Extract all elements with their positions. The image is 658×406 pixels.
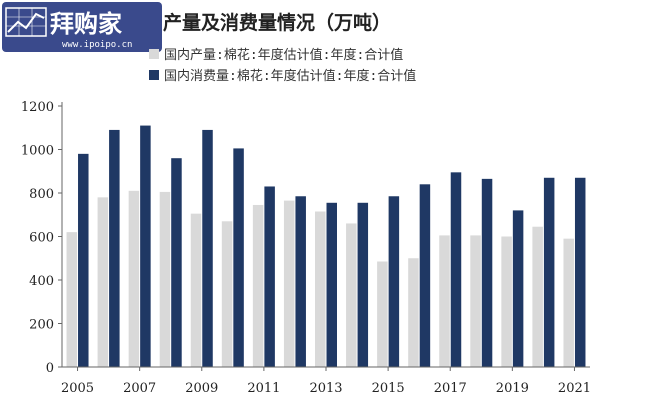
bar-consumption-2019	[512, 210, 524, 367]
bar-production-2006	[97, 197, 109, 367]
bar-production-2017	[439, 235, 450, 367]
bars	[66, 125, 586, 367]
watermark-site: www.ipoipo.cn	[62, 40, 132, 50]
y-tick-label: 800	[29, 187, 54, 202]
bar-production-2020	[532, 226, 543, 367]
chart-logo-icon	[5, 7, 47, 37]
x-tick-label: 2021	[558, 381, 591, 396]
bar-consumption-2012	[295, 196, 306, 367]
x-tick-label: 2011	[247, 381, 280, 396]
bar-production-2009	[190, 213, 202, 367]
legend: 国内产量:棉花:年度估计值:年度:合计值 国内消费量:棉花:年度估计值:年度:合…	[149, 47, 416, 84]
bar-consumption-2013	[326, 202, 337, 367]
legend-swatch-production	[149, 49, 159, 59]
y-tick-label: 600	[29, 231, 54, 246]
watermark-logo-background	[2, 2, 162, 52]
bar-consumption-2015	[388, 196, 400, 367]
y-axis: 0 200 400 600 800 1000 1200	[21, 100, 63, 376]
x-tick-label: 2019	[496, 381, 529, 396]
bar-consumption-2009	[202, 129, 213, 367]
watermark-brand: 拜购家	[50, 10, 122, 38]
bar-consumption-2008	[171, 158, 182, 367]
bar-production-2013	[315, 211, 326, 367]
bar-consumption-2007	[140, 125, 151, 367]
bar-consumption-2014	[357, 202, 369, 367]
x-tick-label: 2007	[123, 381, 156, 396]
bar-consumption-2020	[543, 177, 555, 367]
bar-production-2010	[221, 221, 233, 367]
y-tick-label: 200	[29, 318, 54, 333]
bar-consumption-2017	[450, 172, 462, 367]
bar-consumption-2018	[481, 178, 493, 367]
bar-production-2021	[563, 238, 574, 367]
bar-consumption-2005	[78, 153, 89, 367]
bar-production-2015	[377, 261, 388, 367]
legend-swatch-consumption	[149, 70, 159, 80]
x-axis: 2005 2007 2009 2011 2013 2015 2017 2019 2021	[61, 366, 591, 396]
y-tick-label: 400	[29, 274, 54, 289]
bar-production-2019	[501, 236, 512, 367]
bar-production-2012	[283, 200, 295, 367]
watermark-logo: 拜购家 www.ipoipo.cn	[2, 2, 162, 52]
bar-production-2011	[252, 204, 264, 367]
bar-consumption-2016	[419, 184, 431, 367]
y-tick-label: 1200	[21, 100, 54, 115]
bar-consumption-2010	[233, 148, 244, 367]
x-tick-label: 2013	[309, 381, 342, 396]
x-tick-label: 2015	[372, 381, 405, 396]
bar-production-2007	[128, 190, 140, 367]
bar-production-2016	[408, 258, 419, 367]
bar-consumption-2011	[264, 186, 275, 367]
x-tick-label: 2009	[185, 381, 218, 396]
bar-consumption-2021	[574, 177, 586, 367]
bar-production-2018	[470, 235, 481, 367]
chart-title: 产量及消费量情况（万吨）	[163, 11, 391, 34]
y-tick-label: 0	[46, 361, 54, 376]
x-tick-label: 2017	[434, 381, 467, 396]
bar-consumption-2006	[109, 129, 120, 367]
bar-production-2014	[346, 223, 357, 367]
bar-production-2008	[159, 191, 171, 367]
legend-label-production: 国内产量:棉花:年度估计值:年度:合计值	[164, 47, 403, 63]
legend-label-consumption: 国内消费量:棉花:年度估计值:年度:合计值	[164, 68, 416, 84]
x-tick-label: 2005	[61, 381, 94, 396]
bar-production-2005	[66, 232, 78, 367]
y-tick-label: 1000	[21, 144, 54, 159]
